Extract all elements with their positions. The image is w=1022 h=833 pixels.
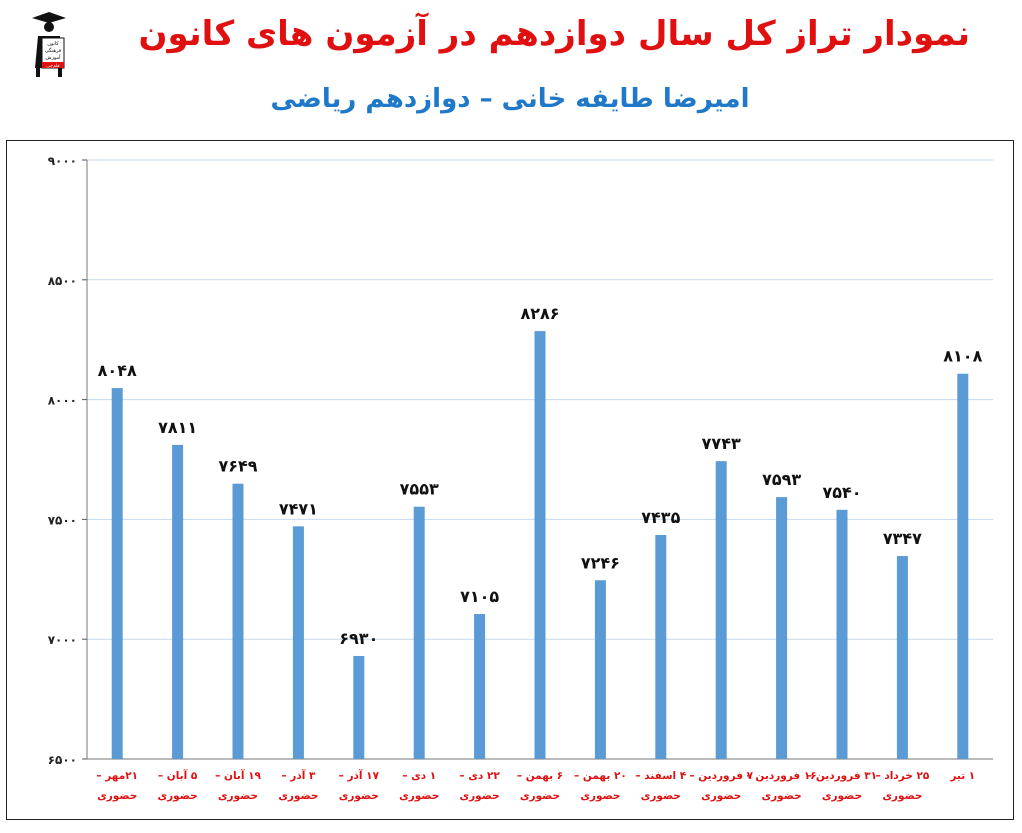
x-tick-label: ۱۷ آذر – — [339, 769, 380, 782]
logo-line: قلم‌چی — [46, 64, 59, 69]
bar — [474, 614, 486, 759]
bar — [776, 497, 788, 759]
bar — [353, 655, 365, 759]
bar — [896, 556, 908, 759]
data-label: ۷۱۰۵ — [460, 587, 499, 606]
x-tick-sublabel: حضوری — [822, 790, 862, 802]
x-tick-sublabel: حضوری — [641, 790, 681, 802]
bar — [957, 373, 969, 759]
x-tick-sublabel: حضوری — [762, 790, 802, 802]
kanoon-logo: کانون فرهنگی آموزش قلم‌چی — [32, 12, 66, 77]
y-tick-label: ۷۵۰۰ — [48, 513, 77, 527]
data-label: ۷۵۵۳ — [400, 480, 439, 499]
bar — [111, 388, 123, 759]
logo-line: کانون — [47, 41, 59, 47]
x-tick-sublabel: حضوری — [218, 790, 258, 802]
y-tick-label: ۸۵۰۰ — [48, 274, 77, 288]
y-tick-label: ۶۵۰۰ — [48, 753, 77, 767]
bar — [292, 526, 304, 759]
x-tick-label: ۲۲ دی – — [459, 770, 500, 782]
bar — [715, 461, 727, 759]
data-label: ۸۲۸۶ — [520, 304, 559, 323]
bar — [232, 483, 244, 759]
x-tick-label: ۵ آبان – — [158, 769, 198, 782]
x-tick-label: ۲۰ بهمن – — [574, 770, 627, 782]
x-tick-label: ۱ دی – — [402, 770, 436, 782]
data-label: ۷۸۱۱ — [158, 418, 197, 437]
y-tick-label: ۹۰۰۰ — [48, 154, 77, 168]
chart-frame: ۶۵۰۰ ۷۰۰۰ ۷۵۰۰ ۸۰۰۰ ۸۵۰۰ ۹۰۰۰ ۸۰۴۸ ۲۱مهر – حضوری… — [6, 140, 1014, 820]
data-label: ۷۴۳۵ — [641, 508, 680, 527]
bar — [172, 444, 184, 759]
bar — [534, 331, 546, 759]
x-tick-label: ۳ آذر – — [281, 769, 316, 782]
x-tick-label: ۳۱ فروردین – — [807, 770, 877, 782]
logo-line: آموزش — [45, 54, 61, 61]
x-tick-label: ۷ فروردین – — [689, 770, 753, 782]
bar-chart: ۶۵۰۰ ۷۰۰۰ ۷۵۰۰ ۸۰۰۰ ۸۵۰۰ ۹۰۰۰ ۸۰۴۸ ۲۱مهر – حضوری… — [48, 154, 993, 802]
x-tick-label: ۶ بهمن – — [517, 770, 563, 782]
data-label: ۷۴۷۱ — [279, 499, 318, 518]
chart-subtitle: امیرضا طایفه خانی – دوازدهم ریاضی — [270, 84, 750, 114]
data-label: ۷۵۹۳ — [762, 470, 801, 489]
data-label: ۷۵۴۰ — [822, 483, 861, 502]
x-tick-sublabel: حضوری — [460, 790, 500, 802]
data-label: ۷۲۴۶ — [581, 553, 620, 572]
x-tick-label: ۲۵ خرداد – — [875, 770, 929, 782]
x-tick-sublabel: حضوری — [882, 790, 922, 802]
logo-line: فرهنگی — [45, 47, 62, 54]
chart-title: نمودار تراز کل سال دوازدهم در آزمون های … — [138, 14, 971, 54]
x-tick-label: ۱ تیر — [949, 770, 975, 782]
data-label: ۸۰۴۸ — [98, 361, 137, 380]
x-tick-sublabel: حضوری — [399, 790, 439, 802]
bar — [655, 534, 667, 759]
data-label: ۶۹۳۰ — [339, 629, 378, 648]
x-tick-label: ۱۶ فروردین – — [747, 770, 817, 782]
x-tick-label: ۱۹ آبان – — [215, 769, 261, 782]
x-tick-sublabel: حضوری — [701, 790, 741, 802]
x-tick-label: ۲۱مهر – — [96, 770, 138, 782]
bar — [413, 506, 425, 759]
x-tick-sublabel: حضوری — [580, 790, 620, 802]
x-tick-sublabel: حضوری — [520, 790, 560, 802]
y-tick-label: ۷۰۰۰ — [48, 633, 77, 647]
data-label: ۷۶۴۹ — [218, 457, 257, 476]
x-tick-sublabel: حضوری — [158, 790, 198, 802]
data-label: ۸۱۰۸ — [943, 347, 982, 366]
bar — [836, 509, 848, 759]
x-tick-sublabel: حضوری — [97, 790, 137, 802]
x-tick-sublabel: حضوری — [339, 790, 379, 802]
data-label: ۷۷۴۳ — [702, 434, 741, 453]
x-tick-sublabel: حضوری — [278, 790, 318, 802]
y-tick-label: ۸۰۰۰ — [48, 394, 77, 408]
data-label: ۷۳۴۷ — [883, 529, 922, 548]
bar — [594, 580, 606, 759]
x-tick-label: ۴ اسفند – — [635, 770, 686, 782]
